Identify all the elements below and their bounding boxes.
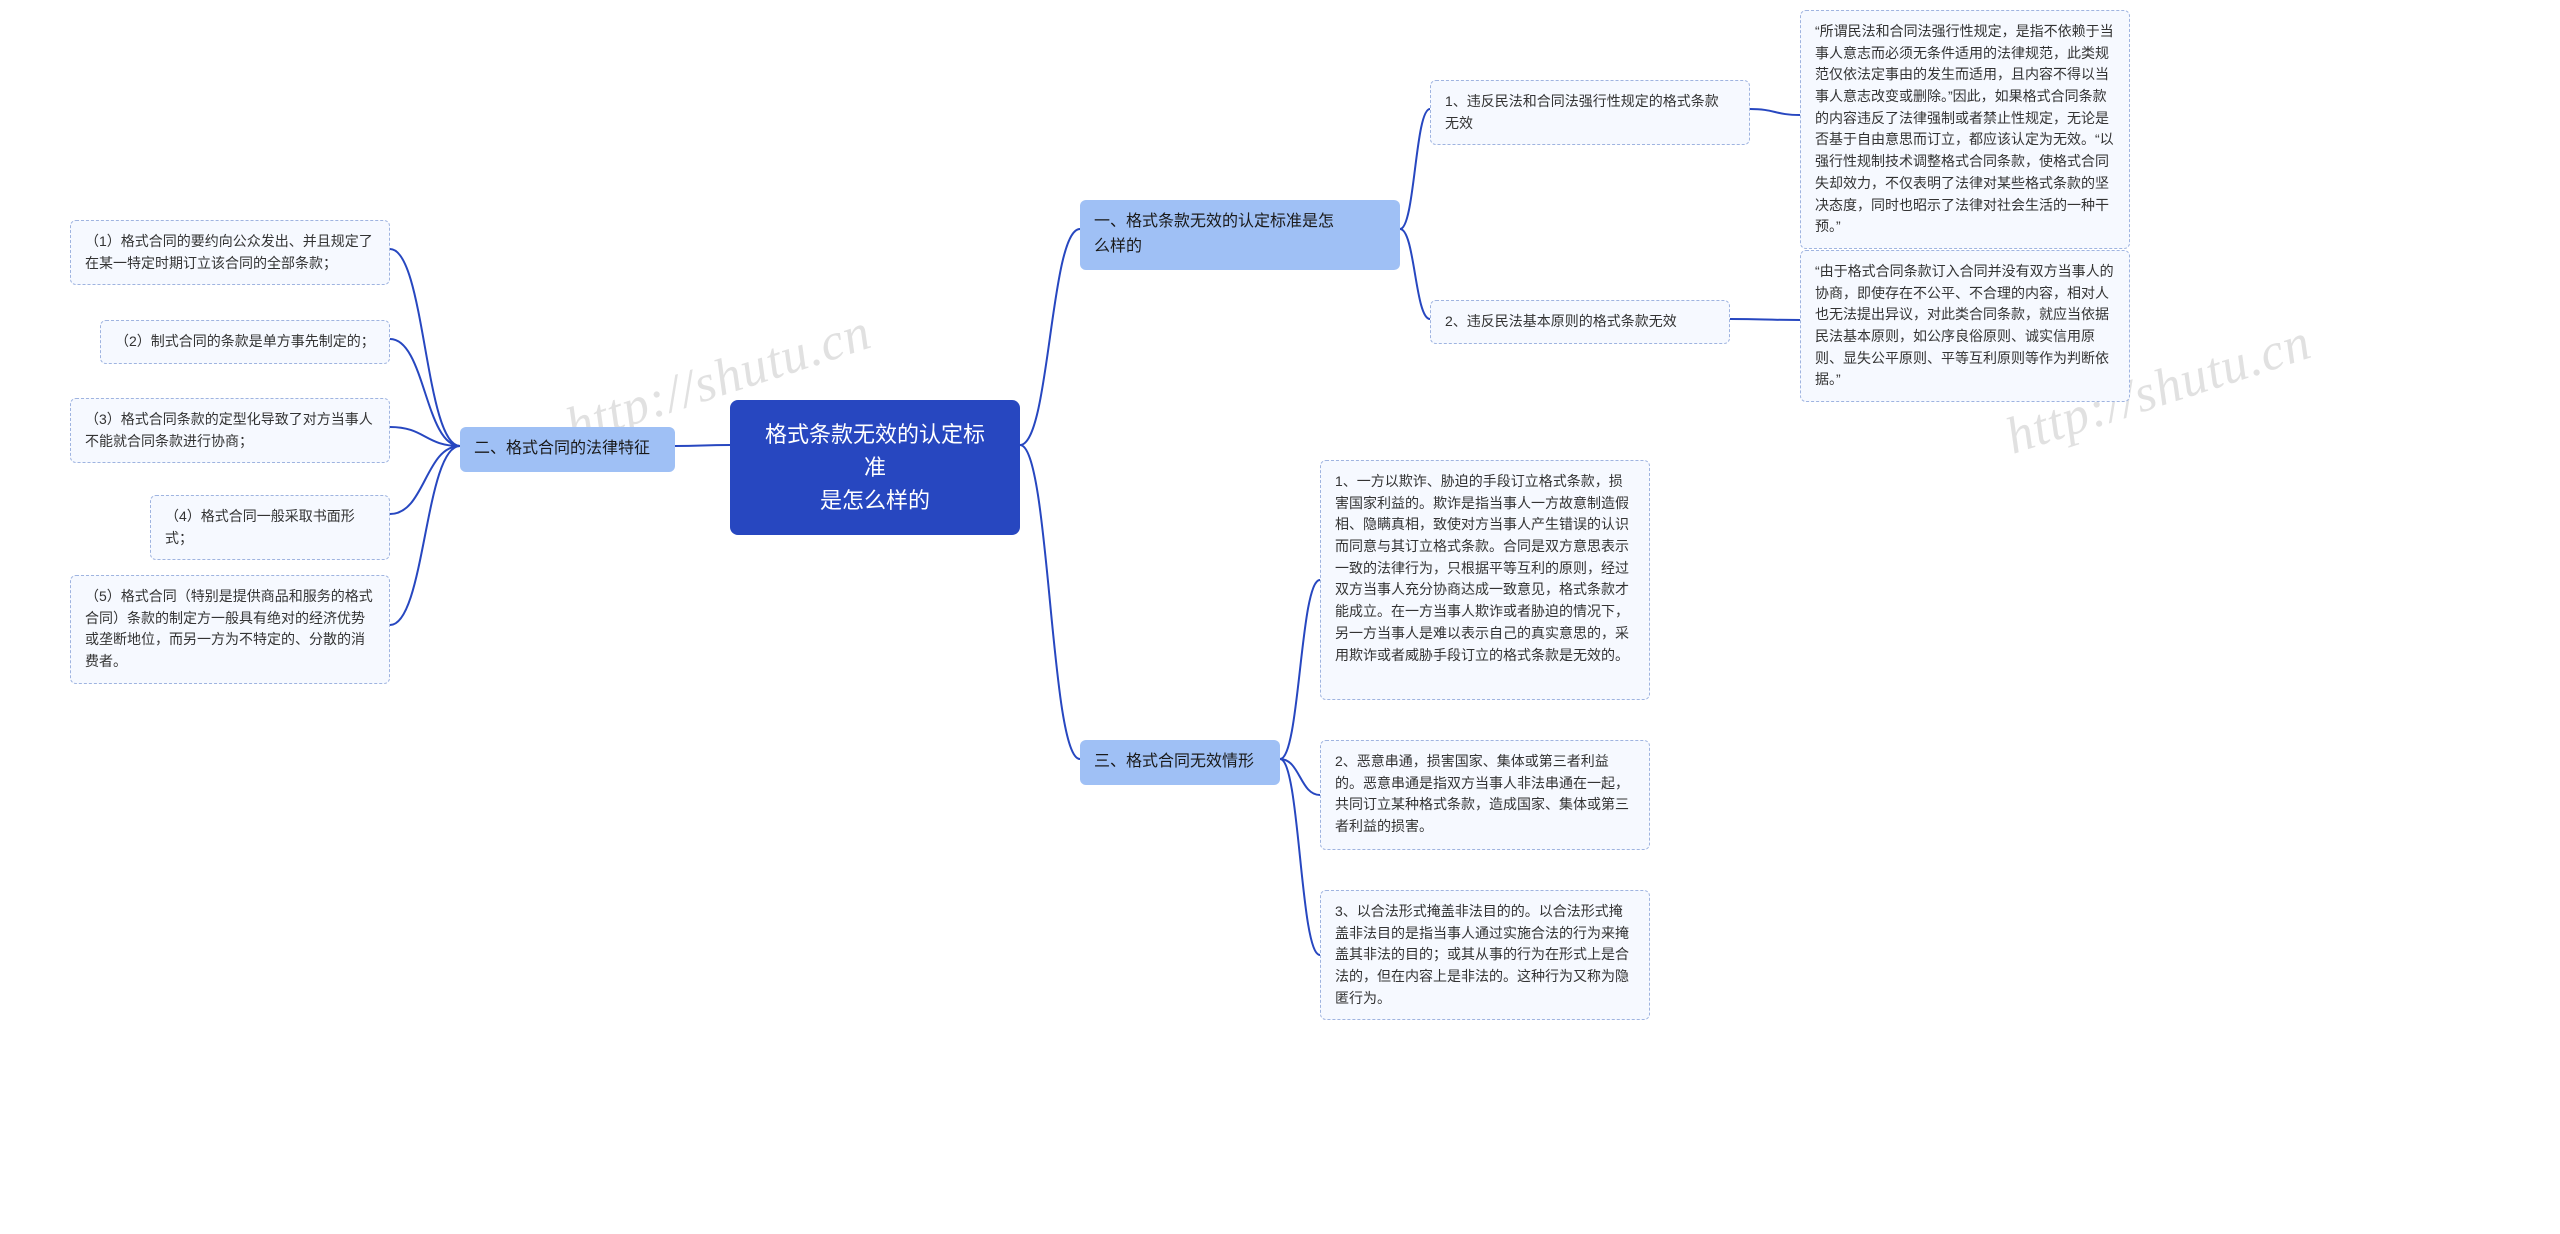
mindmap-node-r1b1: “由于格式合同条款订入合同并没有双方当事人的协商，即使存在不公平、不合理的内容，… xyxy=(1800,250,2130,402)
mindmap-node-l1a: （1）格式合同的要约向公众发出、并且规定了在某一特定时期订立该合同的全部条款； xyxy=(70,220,390,285)
mindmap-node-r1a: 1、违反民法和合同法强行性规定的格式条款 无效 xyxy=(1430,80,1750,145)
node-text: 1、一方以欺诈、胁迫的手段订立格式条款，损害国家利益的。欺诈是指当事人一方故意制… xyxy=(1335,473,1629,663)
mindmap-node-r2a: 1、一方以欺诈、胁迫的手段订立格式条款，损害国家利益的。欺诈是指当事人一方故意制… xyxy=(1320,460,1650,700)
node-text: “由于格式合同条款订入合同并没有双方当事人的协商，即使存在不公平、不合理的内容，… xyxy=(1815,263,2114,387)
mindmap-node-r2c: 3、以合法形式掩盖非法目的的。以合法形式掩盖非法目的是指当事人通过实施合法的行为… xyxy=(1320,890,1650,1020)
node-text: 一、格式条款无效的认定标准是怎 么样的 xyxy=(1094,213,1334,255)
mindmap-node-l1d: （4）格式合同一般采取书面形式； xyxy=(150,495,390,560)
node-text: （4）格式合同一般采取书面形式； xyxy=(165,508,355,546)
mindmap-node-root: 格式条款无效的认定标准 是怎么样的 xyxy=(730,400,1020,535)
node-text: 1、违反民法和合同法强行性规定的格式条款 无效 xyxy=(1445,93,1719,131)
node-text: 格式条款无效的认定标准 是怎么样的 xyxy=(765,422,985,513)
node-text: （5）格式合同（特别是提供商品和服务的格式合同）条款的制定方一般具有绝对的经济优… xyxy=(85,588,373,669)
mindmap-node-l1b: （2）制式合同的条款是单方事先制定的； xyxy=(100,320,390,364)
mindmap-node-r2b: 2、恶意串通，损害国家、集体或第三者利益的。恶意串通是指双方当事人非法串通在一起… xyxy=(1320,740,1650,850)
node-text: 二、格式合同的法律特征 xyxy=(474,440,650,457)
mindmap-node-r2: 三、格式合同无效情形 xyxy=(1080,740,1280,785)
node-text: 三、格式合同无效情形 xyxy=(1094,753,1254,770)
mindmap-node-r1: 一、格式条款无效的认定标准是怎 么样的 xyxy=(1080,200,1400,270)
node-text: （1）格式合同的要约向公众发出、并且规定了在某一特定时期订立该合同的全部条款； xyxy=(85,233,373,271)
node-text: 2、恶意串通，损害国家、集体或第三者利益的。恶意串通是指双方当事人非法串通在一起… xyxy=(1335,753,1629,834)
node-text: （2）制式合同的条款是单方事先制定的； xyxy=(115,333,375,349)
mindmap-node-l1c: （3）格式合同条款的定型化导致了对方当事人不能就合同条款进行协商； xyxy=(70,398,390,463)
node-text: “所谓民法和合同法强行性规定，是指不依赖于当事人意志而必须无条件适用的法律规范，… xyxy=(1815,23,2114,234)
mindmap-node-l1e: （5）格式合同（特别是提供商品和服务的格式合同）条款的制定方一般具有绝对的经济优… xyxy=(70,575,390,684)
mindmap-node-l1: 二、格式合同的法律特征 xyxy=(460,427,675,472)
mindmap-node-r1b: 2、违反民法基本原则的格式条款无效 xyxy=(1430,300,1730,344)
node-text: 2、违反民法基本原则的格式条款无效 xyxy=(1445,313,1677,329)
node-text: （3）格式合同条款的定型化导致了对方当事人不能就合同条款进行协商； xyxy=(85,411,373,449)
mindmap-node-r1a1: “所谓民法和合同法强行性规定，是指不依赖于当事人意志而必须无条件适用的法律规范，… xyxy=(1800,10,2130,249)
node-text: 3、以合法形式掩盖非法目的的。以合法形式掩盖非法目的是指当事人通过实施合法的行为… xyxy=(1335,903,1629,1006)
